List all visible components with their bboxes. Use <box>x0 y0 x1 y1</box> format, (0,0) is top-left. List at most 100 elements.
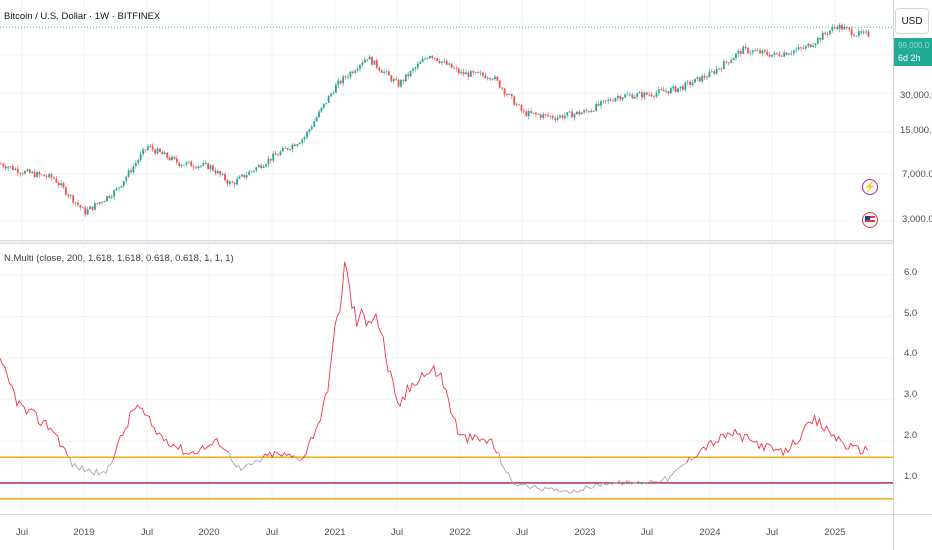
candle-body <box>4 166 7 169</box>
candle-body <box>788 53 790 55</box>
candle <box>506 92 508 97</box>
candle-body <box>857 31 860 36</box>
candle <box>486 75 489 81</box>
candle-body <box>21 173 24 175</box>
indicator-chart[interactable] <box>0 244 893 514</box>
candle <box>4 163 7 171</box>
candle-body <box>265 164 267 167</box>
candle-body <box>214 170 217 174</box>
candle-body <box>31 171 34 173</box>
currency-button[interactable]: USD <box>895 8 929 34</box>
price-scale[interactable]: 30,000.0 15,000.0 7,000.0 3,000.0 6.0 5.… <box>893 0 932 514</box>
candle-body <box>597 103 600 106</box>
candle <box>327 95 330 104</box>
candle-body <box>850 29 853 36</box>
candle <box>419 59 422 64</box>
candle-body <box>580 112 583 115</box>
candle-body <box>318 111 320 118</box>
candle <box>672 85 675 92</box>
candle-body <box>81 207 84 209</box>
candle <box>371 56 373 66</box>
candle <box>807 42 810 49</box>
candle-body <box>366 59 369 61</box>
candle-body <box>672 86 675 89</box>
pane-separator[interactable] <box>0 240 932 244</box>
time-scale[interactable]: Jul 2019 Jul 2020 Jul 2021 Jul 2022 Jul … <box>0 514 893 550</box>
candle-body <box>498 80 501 88</box>
candle <box>301 138 304 146</box>
indicator-line-high <box>0 358 68 457</box>
candle-body <box>686 81 689 83</box>
candle <box>202 160 205 167</box>
candle <box>416 61 419 70</box>
candle <box>713 69 716 76</box>
time-tick-label: 2020 <box>198 527 220 538</box>
candle <box>751 49 754 56</box>
candle-body <box>368 56 371 60</box>
us-flag-icon[interactable] <box>862 212 878 228</box>
candle <box>501 86 504 91</box>
candle <box>89 205 91 210</box>
candle-body <box>267 158 270 165</box>
candle <box>390 74 393 83</box>
candle <box>134 159 137 170</box>
candle <box>378 66 381 73</box>
candle <box>682 84 684 91</box>
symbol-title[interactable]: Bitcoin / U.S. Dollar · 1W · BITFINEX <box>4 11 161 22</box>
candle <box>441 61 443 66</box>
candle <box>226 178 229 187</box>
candle <box>322 103 325 110</box>
candlestick-chart[interactable] <box>0 0 893 240</box>
candle <box>125 175 128 183</box>
candle-body <box>106 196 108 202</box>
price-pane[interactable] <box>0 0 893 240</box>
candle <box>200 164 202 169</box>
candle-body <box>756 50 759 52</box>
indicator-pane[interactable] <box>0 244 893 514</box>
candle-body <box>395 79 398 80</box>
candle <box>255 166 258 173</box>
candle-body <box>814 43 817 46</box>
candle-body <box>616 96 619 99</box>
candle <box>289 148 291 152</box>
candle-body <box>443 60 446 62</box>
candle <box>530 107 532 114</box>
candle <box>841 23 843 32</box>
candle-body <box>494 76 496 80</box>
candle <box>696 76 699 82</box>
candle-body <box>479 72 482 74</box>
candle-body <box>592 110 595 112</box>
candle <box>694 78 696 83</box>
lightning-bolt-icon[interactable]: ⚡ <box>862 179 878 195</box>
candle <box>812 42 814 48</box>
candle <box>298 141 301 145</box>
candle-body <box>325 102 328 104</box>
candle-body <box>137 159 140 164</box>
candle-body <box>441 61 443 63</box>
bar-countdown: 6d 2h <box>898 53 921 63</box>
candle-body <box>397 79 400 87</box>
candle-body <box>843 26 846 30</box>
last-price-value: 99,000.0 <box>898 41 930 50</box>
candle-body <box>428 55 431 59</box>
last-price-tag[interactable]: 99,000.0 6d 2h <box>894 38 932 66</box>
candle-body <box>113 190 116 197</box>
candle-body <box>715 69 718 74</box>
candle-body <box>245 175 248 178</box>
candle-body <box>841 24 843 30</box>
indicator-title[interactable]: N.Multi (close, 200, 1.618, 1.618, 0.618… <box>4 253 234 264</box>
candle-body <box>426 58 429 60</box>
candle <box>151 143 154 153</box>
candle <box>626 91 629 96</box>
candle-body <box>327 96 330 103</box>
candle <box>175 155 178 165</box>
candle-body <box>291 144 294 150</box>
candle <box>197 165 200 171</box>
candle <box>2 162 5 169</box>
candle-body <box>103 201 106 203</box>
candle-body <box>313 121 316 127</box>
candle-body <box>38 172 41 175</box>
time-tick-label: Jul <box>15 527 29 538</box>
candle <box>469 70 472 77</box>
candle <box>12 164 14 171</box>
